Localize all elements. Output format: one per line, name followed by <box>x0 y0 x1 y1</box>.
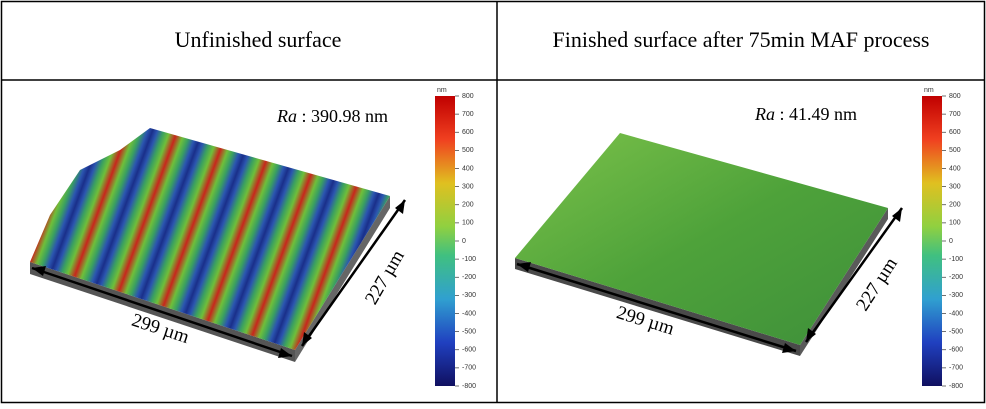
colorbar-tick-label: 500 <box>949 147 961 154</box>
colorbar-tick-label: 300 <box>949 183 961 190</box>
colorbar-tick-label: -400 <box>462 310 476 317</box>
ra-value: : 41.49 nm <box>780 104 858 124</box>
colorbar-tick-label: -300 <box>462 292 476 299</box>
colorbar-tick-label: -300 <box>949 292 963 299</box>
column-header: Unfinished surface <box>175 27 342 52</box>
colorbar-unit: nm <box>437 87 447 94</box>
colorbar-tick-label: -500 <box>462 328 476 335</box>
colorbar-tick-label: -800 <box>949 383 963 390</box>
colorbar-tick-label: 600 <box>462 129 474 136</box>
colorbar-tick-label: 100 <box>949 220 961 227</box>
colorbar-tick-label: 400 <box>462 165 474 172</box>
colorbar-tick-label: 200 <box>949 202 961 209</box>
colorbar-tick-label: 800 <box>949 93 961 100</box>
ra-label: Ra : 390.98 nm <box>276 106 388 126</box>
colorbar-tick-label: -200 <box>949 274 963 281</box>
colorbar-tick-label: 700 <box>949 111 961 118</box>
colorbar-unit: nm <box>924 87 934 94</box>
surface-rough <box>30 128 390 350</box>
page: Unfinished surface Finished surface afte… <box>0 0 986 409</box>
colorbar-tick-label: -100 <box>949 256 963 263</box>
colorbar-tick-label: -200 <box>462 274 476 281</box>
colorbar <box>922 96 942 386</box>
colorbar-tick-label: 400 <box>949 165 961 172</box>
colorbar <box>435 96 455 386</box>
colorbar-tick-label: 200 <box>462 202 474 209</box>
colorbar-tick-label: -600 <box>949 347 963 354</box>
colorbar-tick-label: 0 <box>462 238 466 245</box>
ra-symbol: Ra <box>754 104 775 124</box>
surface-smooth <box>515 133 888 345</box>
ra-symbol: Ra <box>276 106 297 126</box>
column-header: Finished surface after 75min MAF process <box>553 27 930 52</box>
width-label: 227 µm <box>361 246 409 308</box>
colorbar-tick-label: -800 <box>462 383 476 390</box>
colorbar-tick-label: -700 <box>462 365 476 372</box>
colorbar-tick-label: 800 <box>462 93 474 100</box>
colorbar-tick-label: -100 <box>462 256 476 263</box>
figure-table: Unfinished surface Finished surface afte… <box>0 0 986 404</box>
ra-label: Ra : 41.49 nm <box>754 104 857 124</box>
colorbar-tick-label: -700 <box>949 365 963 372</box>
colorbar-tick-label: 700 <box>462 111 474 118</box>
colorbar-tick-label: -400 <box>949 310 963 317</box>
colorbar-tick-label: -500 <box>949 328 963 335</box>
colorbar-tick-label: 100 <box>462 220 474 227</box>
colorbar-tick-label: -600 <box>462 347 476 354</box>
colorbar-tick-label: 600 <box>949 129 961 136</box>
colorbar-tick-label: 300 <box>462 183 474 190</box>
colorbar-tick-label: 0 <box>949 238 953 245</box>
colorbar-tick-label: 500 <box>462 147 474 154</box>
ra-value: : 390.98 nm <box>302 106 389 126</box>
